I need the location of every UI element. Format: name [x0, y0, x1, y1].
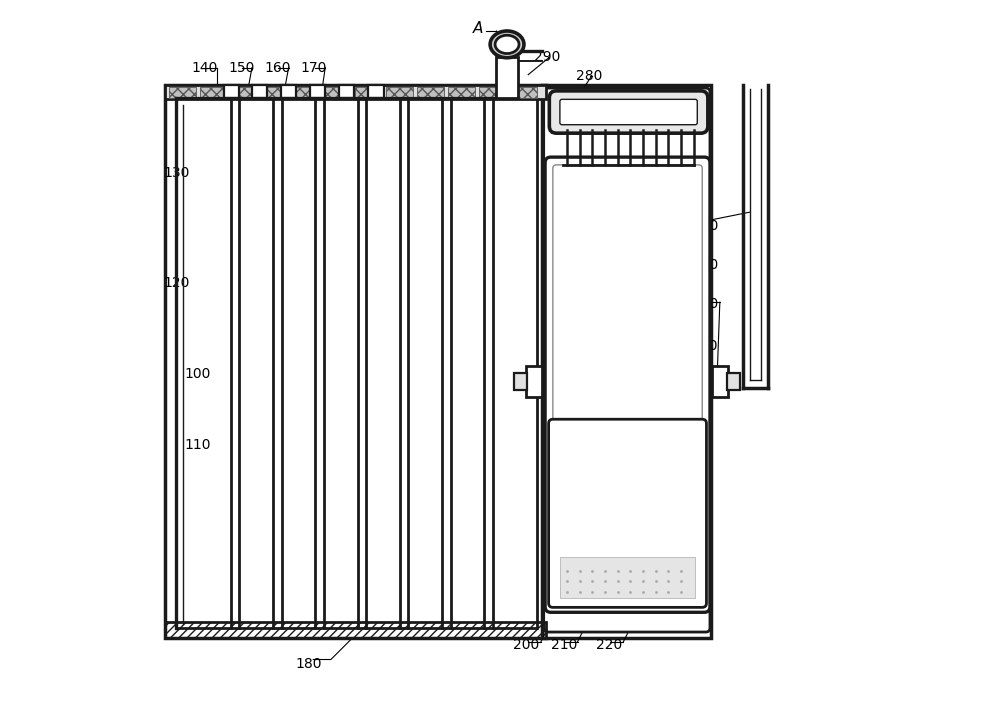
Text: 210: 210 — [551, 638, 577, 652]
Text: 190: 190 — [692, 339, 718, 353]
Text: 270: 270 — [606, 91, 632, 105]
Text: 180: 180 — [296, 657, 322, 671]
Bar — [417, 87, 444, 98]
Bar — [727, 373, 740, 390]
Bar — [386, 87, 413, 98]
Bar — [514, 373, 527, 390]
Text: 130: 130 — [163, 167, 190, 180]
Text: 170: 170 — [301, 61, 327, 75]
Text: 280: 280 — [576, 69, 602, 83]
Bar — [252, 85, 267, 98]
Bar — [510, 87, 537, 98]
Text: 250: 250 — [692, 258, 718, 272]
Text: 200: 200 — [513, 638, 539, 652]
Bar — [176, 98, 537, 628]
Bar — [200, 87, 227, 98]
Text: A: A — [473, 21, 484, 37]
Text: 260: 260 — [692, 219, 718, 233]
Bar — [712, 366, 728, 397]
Text: 150: 150 — [228, 61, 254, 75]
FancyBboxPatch shape — [549, 419, 706, 607]
Bar — [262, 87, 289, 98]
FancyBboxPatch shape — [560, 100, 697, 125]
Bar — [293, 87, 320, 98]
Bar — [224, 85, 239, 98]
Bar — [542, 85, 711, 638]
Bar — [169, 87, 196, 98]
Bar — [324, 87, 351, 98]
Bar — [355, 87, 382, 98]
Bar — [496, 57, 518, 98]
Text: 140: 140 — [191, 61, 218, 75]
Bar — [310, 85, 325, 98]
FancyBboxPatch shape — [549, 91, 708, 133]
Ellipse shape — [490, 31, 524, 58]
Text: 110: 110 — [184, 438, 211, 452]
Text: 230: 230 — [654, 491, 680, 505]
Bar — [560, 557, 695, 597]
FancyBboxPatch shape — [544, 88, 710, 632]
Bar — [165, 622, 546, 638]
Bar — [479, 87, 506, 98]
Bar — [231, 87, 258, 98]
Bar — [165, 85, 546, 638]
Text: 120: 120 — [163, 275, 190, 289]
Bar — [281, 85, 296, 98]
FancyBboxPatch shape — [553, 165, 702, 604]
Text: 100: 100 — [184, 367, 211, 381]
Text: 160: 160 — [264, 61, 290, 75]
Text: 240: 240 — [692, 297, 718, 311]
Bar — [526, 366, 542, 397]
Bar — [368, 85, 384, 98]
Bar — [165, 85, 546, 100]
Bar — [339, 85, 354, 98]
Ellipse shape — [495, 35, 519, 54]
Text: 290: 290 — [534, 50, 560, 64]
Text: 220: 220 — [596, 638, 622, 652]
Bar — [448, 87, 475, 98]
FancyBboxPatch shape — [545, 157, 710, 612]
